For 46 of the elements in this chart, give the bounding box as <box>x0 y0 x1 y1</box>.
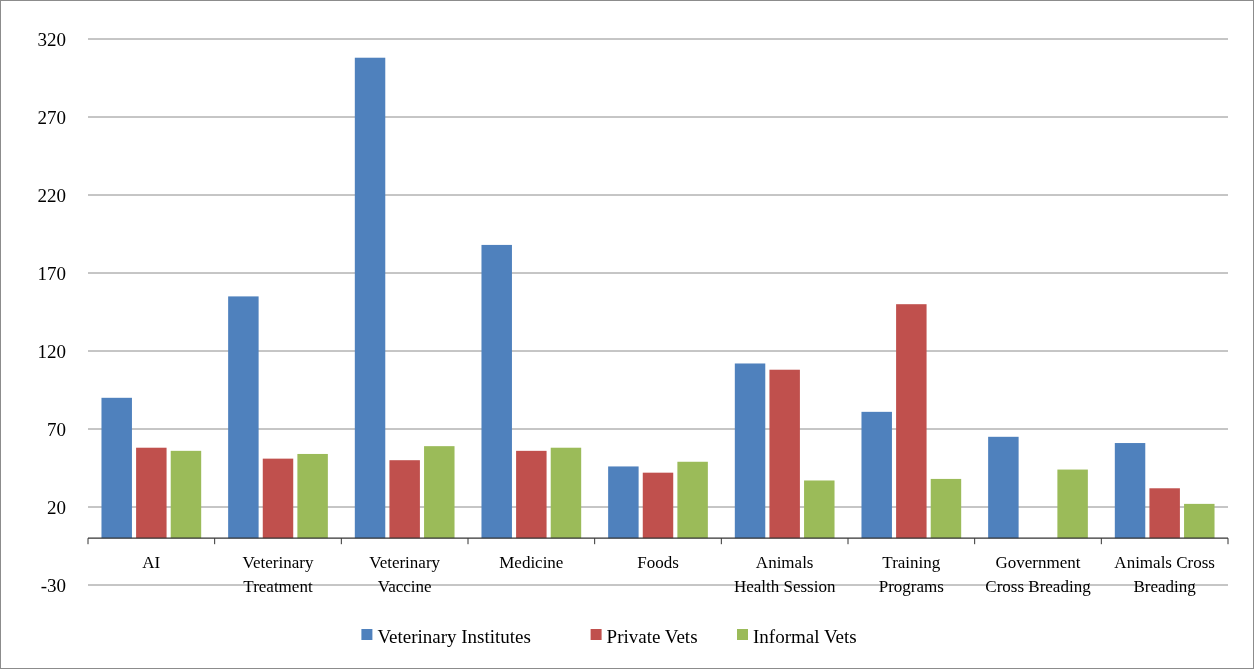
x-tick-label: Veterinary Treatment <box>242 553 314 597</box>
bar <box>988 436 1019 539</box>
y-tick-label: 170 <box>37 262 66 284</box>
x-tick-label: Animals Health Session <box>733 553 836 597</box>
bar <box>861 411 892 539</box>
bar <box>101 397 132 539</box>
bar <box>769 369 800 539</box>
bar <box>608 466 639 539</box>
y-tick-label: -30 <box>40 574 66 596</box>
bar <box>136 447 167 539</box>
bar <box>642 472 674 539</box>
x-tick-label: AI <box>142 553 161 573</box>
x-tick-label: Training Programs <box>878 553 944 597</box>
bar <box>804 480 835 539</box>
y-tick-label: 320 <box>37 28 66 50</box>
bar <box>1149 488 1180 539</box>
bar <box>389 460 420 539</box>
bar <box>228 296 259 539</box>
bar <box>677 461 708 539</box>
x-tick-label: Foods <box>637 553 679 573</box>
y-tick-label: 220 <box>37 184 66 206</box>
y-tick-label: 270 <box>37 106 66 128</box>
bar <box>170 450 202 539</box>
bar <box>550 447 582 539</box>
legend-label: Private Vets <box>606 625 698 647</box>
legend-label: Informal Vets <box>753 625 857 647</box>
bar <box>930 478 962 539</box>
bar <box>516 450 547 539</box>
bar <box>262 458 294 539</box>
x-tick-label: Veterinary Vaccine <box>369 553 441 597</box>
bar <box>481 244 512 539</box>
bar <box>896 304 927 539</box>
x-tick-label: Animals Cross Breading <box>1114 553 1215 597</box>
bar <box>1057 469 1088 539</box>
bar <box>424 446 455 539</box>
y-tick-label: 20 <box>47 496 66 518</box>
y-tick-label: 70 <box>47 418 66 440</box>
x-tick-label: Medicine <box>499 553 564 573</box>
legend-label: Veterinary Institutes <box>377 625 531 647</box>
x-tick-label: Government Cross Breading <box>985 553 1092 597</box>
bar <box>354 57 386 539</box>
bar <box>734 363 766 539</box>
bar <box>1114 443 1146 539</box>
bar <box>1184 503 1215 539</box>
bar <box>297 453 328 539</box>
y-tick-label: 120 <box>37 340 66 362</box>
